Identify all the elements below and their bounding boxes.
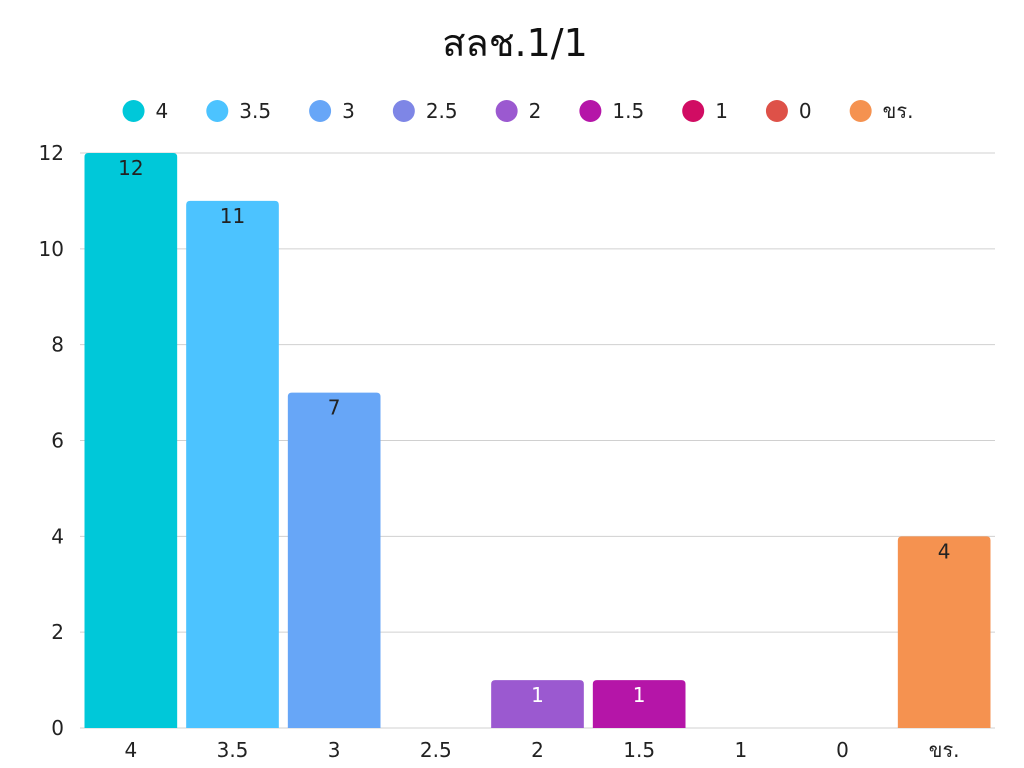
legend-label: 2 [529, 99, 542, 123]
y-tick-label: 12 [39, 141, 64, 165]
legend-swatch [682, 100, 705, 122]
legend-label: 1 [715, 99, 728, 123]
x-tick-label: 2.5 [420, 738, 452, 762]
chart-title: สลช.1/1 [442, 21, 588, 65]
legend-swatch [392, 100, 415, 122]
legend-label: 3 [342, 99, 355, 123]
bar-6 [592, 680, 686, 728]
data-label-5: 1 [531, 683, 544, 707]
bar-5 [491, 680, 584, 728]
data-label-9: 4 [938, 539, 951, 563]
x-tick-label: 2 [531, 738, 544, 762]
legend-item-7: 1 [682, 99, 728, 123]
legend-item-6: 1.5 [579, 99, 644, 123]
bar-3 [287, 392, 381, 728]
y-tick-label: 4 [51, 524, 64, 548]
legend-swatch [309, 100, 332, 122]
data-label-2: 11 [220, 204, 245, 228]
legend: 4 3.5 3 2.5 2 1.5 1 0 ขร. [122, 99, 914, 123]
legend-label: 2.5 [426, 99, 458, 123]
data-label-3: 7 [328, 396, 341, 420]
legend-label: 3.5 [239, 99, 271, 123]
x-axis: 4 3.5 3 2.5 2 1.5 1 0 ขร. [124, 738, 959, 762]
x-tick-label: 0 [836, 738, 849, 762]
x-tick-label: 1 [734, 738, 747, 762]
bar-1 [84, 153, 178, 728]
legend-item-2: 3.5 [206, 99, 271, 123]
y-tick-label: 6 [51, 429, 64, 453]
data-label-6: 1 [633, 683, 646, 707]
y-tick-label: 2 [51, 620, 64, 644]
y-tick-label: 10 [39, 237, 64, 261]
x-tick-label: 4 [124, 738, 137, 762]
x-tick-label: ขร. [929, 738, 960, 762]
bar-2 [186, 200, 279, 728]
legend-label: ขร. [883, 99, 914, 123]
y-axis: 0 2 4 6 8 10 12 [39, 141, 64, 740]
legend-swatch [122, 100, 145, 122]
legend-label: 1.5 [612, 99, 644, 123]
data-label-1: 12 [118, 156, 143, 180]
x-tick-label: 3 [328, 738, 341, 762]
x-tick-label: 3.5 [217, 738, 249, 762]
legend-swatch [206, 100, 229, 122]
legend-swatch [579, 100, 602, 122]
y-tick-label: 8 [51, 333, 64, 357]
legend-item-3: 3 [309, 99, 355, 123]
legend-item-9: ขร. [849, 99, 914, 123]
legend-item-8: 0 [765, 99, 812, 123]
legend-swatch [849, 100, 872, 122]
bars [84, 153, 991, 728]
legend-item-5: 2 [495, 99, 542, 123]
legend-swatch [495, 100, 518, 122]
x-tick-label: 1.5 [623, 738, 655, 762]
bar-9 [897, 536, 991, 728]
legend-label: 0 [799, 99, 812, 123]
legend-item-4: 2.5 [392, 99, 458, 123]
y-tick-label: 0 [51, 716, 64, 740]
legend-label: 4 [156, 99, 169, 123]
legend-swatch [765, 100, 788, 122]
legend-item-1: 4 [122, 99, 169, 123]
